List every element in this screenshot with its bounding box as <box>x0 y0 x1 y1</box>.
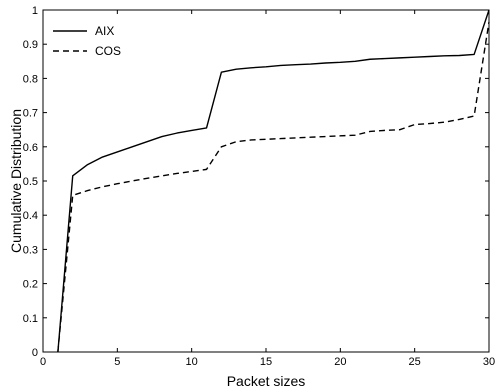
x-tick-label: 25 <box>409 356 421 368</box>
y-tick-label: 1 <box>32 5 38 17</box>
legend: AIX COS <box>53 24 121 58</box>
y-tick-label: 0.8 <box>23 73 38 85</box>
y-tick-label: 0 <box>32 347 38 359</box>
series-layer <box>57 9 490 353</box>
y-tick-label: 0.9 <box>23 39 38 51</box>
x-tick-label: 0 <box>40 356 46 368</box>
legend-label-aix: AIX <box>95 24 114 38</box>
x-tick-label: 5 <box>114 356 120 368</box>
y-tick-label: 0.6 <box>23 142 38 154</box>
y-tick-label: 0.7 <box>23 108 38 120</box>
legend-label-cos: COS <box>95 44 121 58</box>
x-tick-label: 20 <box>334 356 346 368</box>
x-tick-label: 10 <box>186 356 198 368</box>
y-tick-label: 0.3 <box>23 244 38 256</box>
y-tick-label: 0.5 <box>23 176 38 188</box>
x-tick-label: 30 <box>483 356 495 368</box>
y-tick-label: 0.2 <box>23 279 38 291</box>
y-tick-label: 0.4 <box>23 210 38 222</box>
y-axis-label: Cumulative Distribution <box>8 109 24 253</box>
y-tick-label: 0.1 <box>23 313 38 325</box>
plot-area <box>43 10 489 352</box>
x-tick-label: 15 <box>260 356 272 368</box>
x-axis-label: Packet sizes <box>227 373 306 389</box>
series-line-cos <box>57 21 490 353</box>
ticks-layer: 0 5 10 15 20 25 30 0 0.1 0.2 0.3 0.4 0.5 0.6 0.7 0.8 0.9… <box>23 5 495 368</box>
series-line-aix <box>57 9 490 353</box>
